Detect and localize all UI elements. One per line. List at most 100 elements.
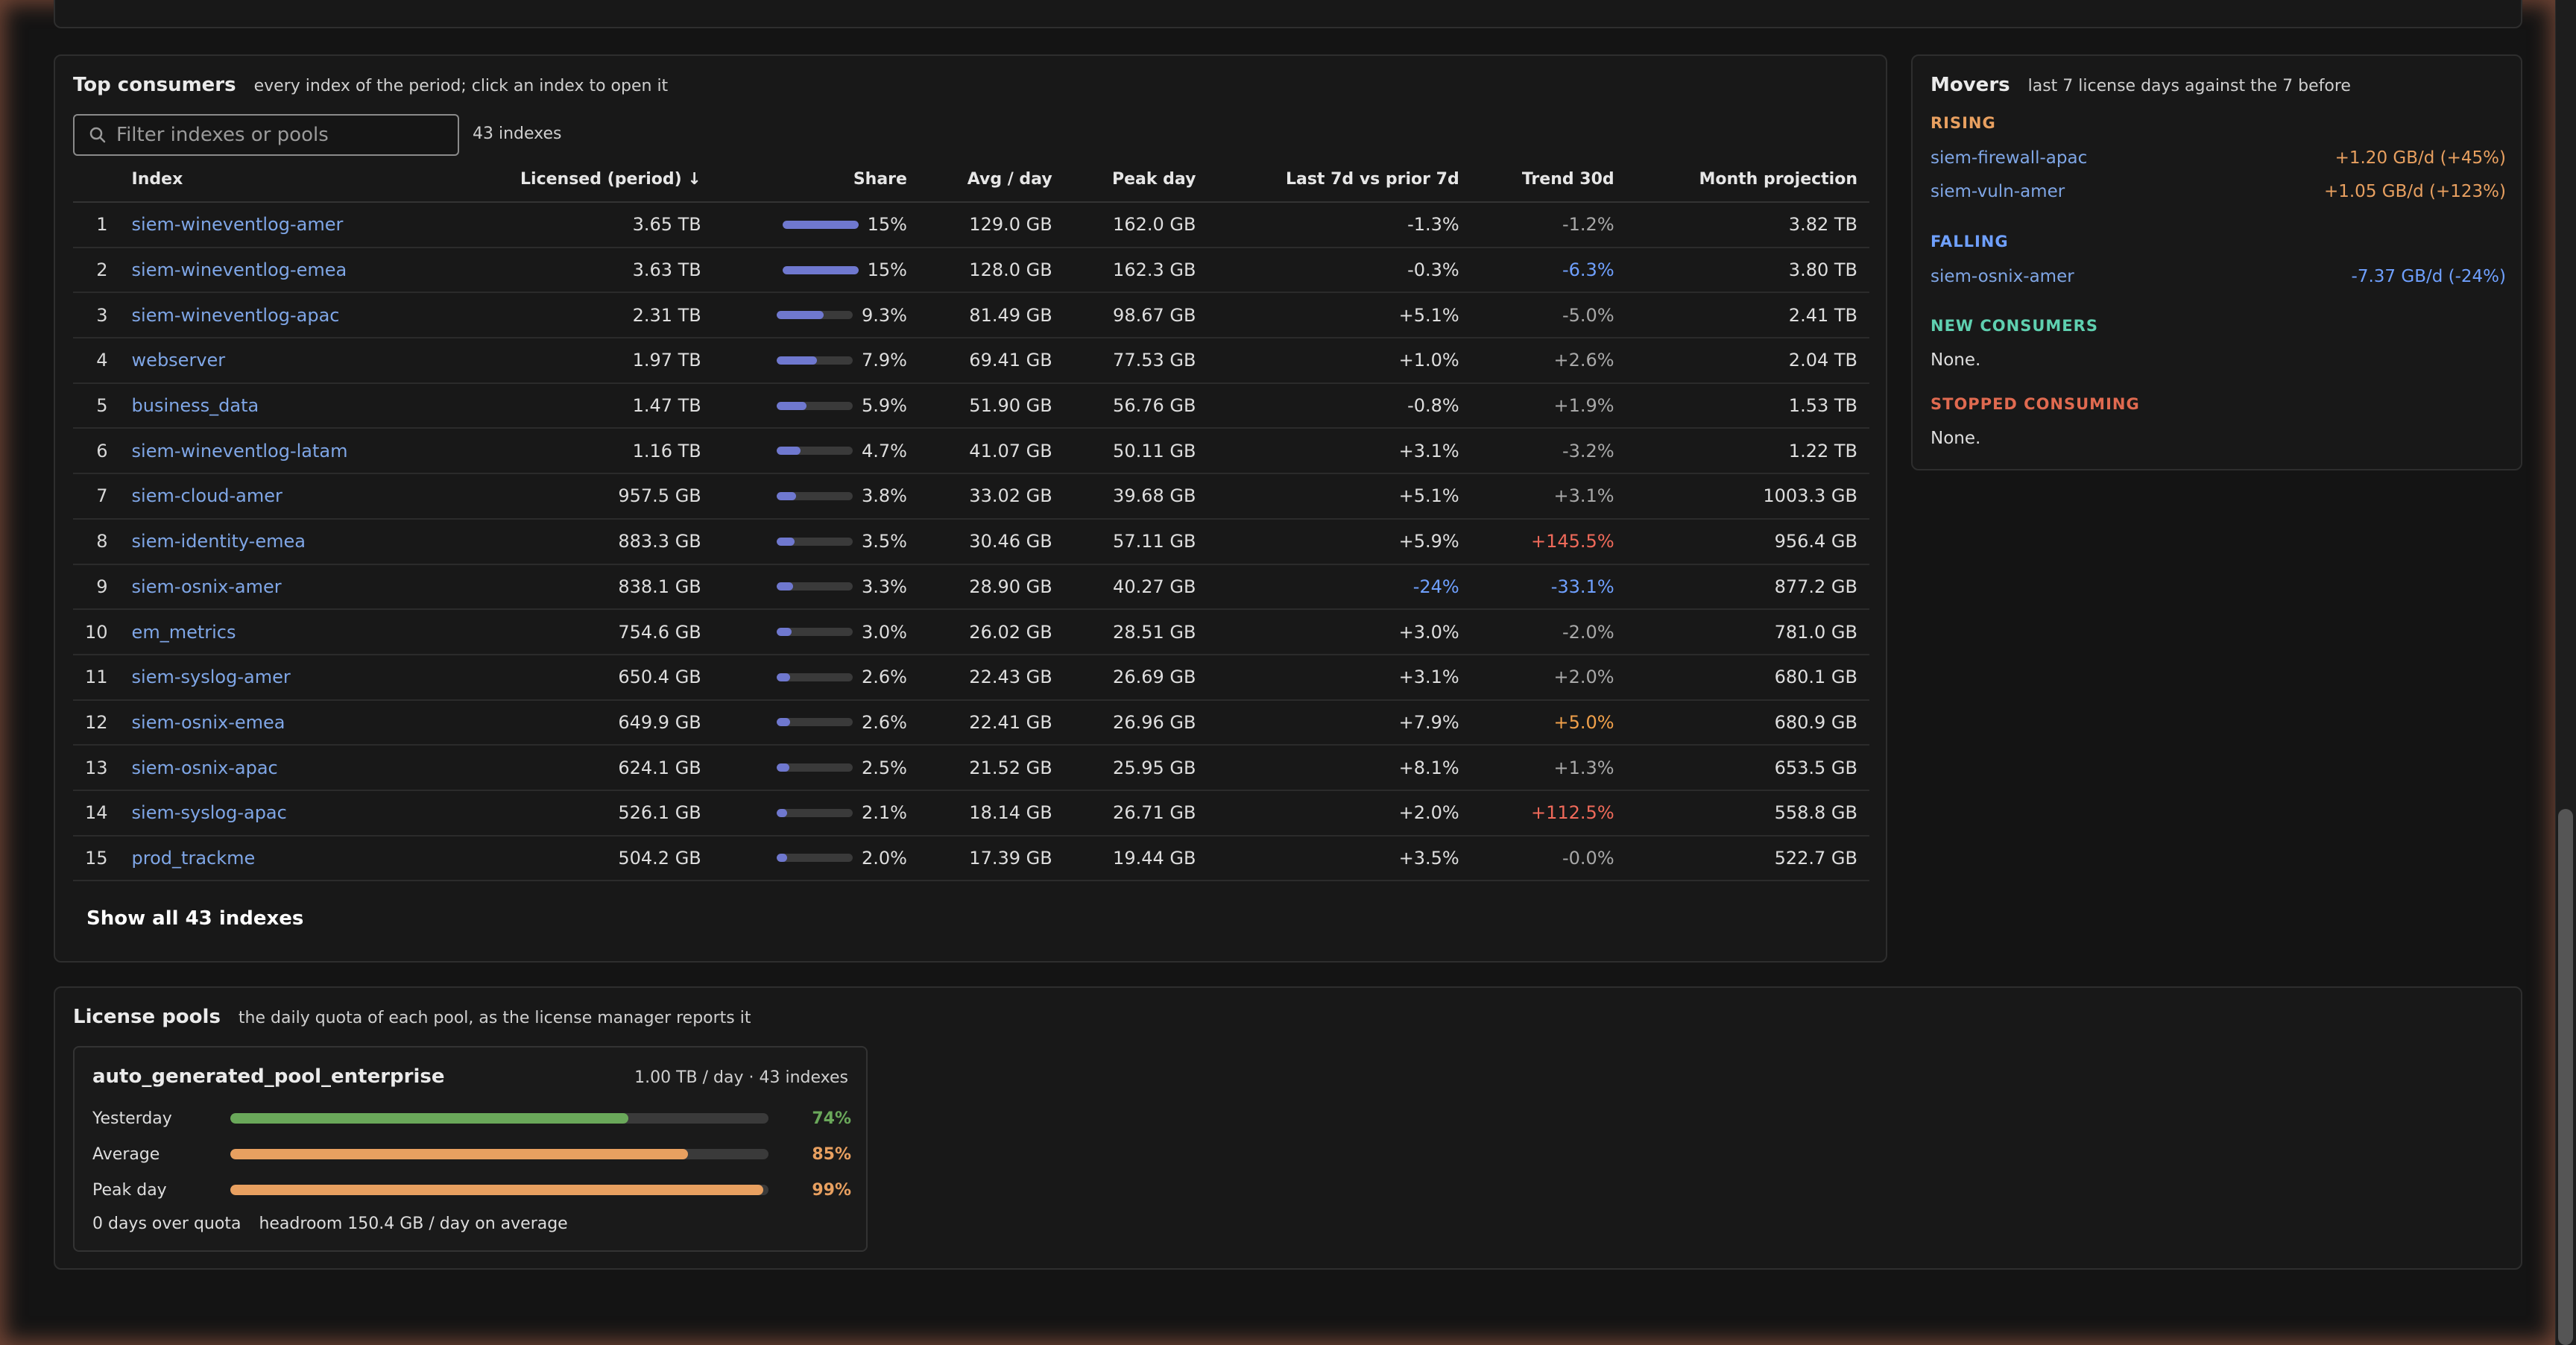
pool-footer: 0 days over quota headroom 150.4 GB / da… <box>92 1215 568 1233</box>
table-row[interactable]: 11 siem-syslog-amer 650.4 GB 2.6% 22.43 GB 26… <box>73 654 1869 701</box>
index-link[interactable]: siem-wineventlog-latam <box>131 440 348 462</box>
trend30-cell: +2.6% <box>1471 338 1626 384</box>
index-link[interactable]: siem-wineventlog-apac <box>131 304 340 326</box>
table-row[interactable]: 15 prod_trackme 504.2 GB 2.0% 17.39 GB 19.44 … <box>73 835 1869 882</box>
peak-day-cell: 25.95 GB <box>1064 745 1208 791</box>
mover-index-link[interactable]: siem-vuln-amer <box>1931 182 2065 201</box>
license-pools-subtitle: the daily quota of each pool, as the lic… <box>238 1009 751 1027</box>
share-cell: 3.8% <box>713 473 919 520</box>
last7-cell: +1.0% <box>1208 338 1471 384</box>
days-over-quota: 0 days over quota <box>92 1215 242 1233</box>
share-value: 15% <box>867 259 907 281</box>
col-month-projection[interactable]: Month projection <box>1626 157 1869 203</box>
licensed-cell: 650.4 GB <box>440 654 713 701</box>
last7-cell: +8.1% <box>1208 745 1471 791</box>
share-cell: 9.3% <box>713 292 919 339</box>
trend30-cell: -1.2% <box>1471 202 1626 248</box>
share-bar-fill <box>776 401 807 410</box>
share-value: 9.3% <box>861 304 907 326</box>
col-rank <box>73 157 120 203</box>
index-link[interactable]: webserver <box>131 350 226 371</box>
index-count: 43 indexes <box>473 125 562 143</box>
index-cell: siem-osnix-apac <box>119 745 441 791</box>
table-row[interactable]: 9 siem-osnix-amer 838.1 GB 3.3% 28.90 GB 40.2… <box>73 564 1869 611</box>
index-link[interactable]: siem-wineventlog-amer <box>131 214 344 236</box>
pool-quota-meta: 1.00 TB / day · 43 indexes <box>634 1068 848 1087</box>
peak-day-cell: 162.3 GB <box>1064 247 1208 294</box>
table-row[interactable]: 12 siem-osnix-emea 649.9 GB 2.6% 22.41 GB 26.… <box>73 699 1869 746</box>
trend30-cell: +112.5% <box>1471 790 1626 837</box>
month-projection-cell: 2.04 TB <box>1626 338 1869 384</box>
table-row[interactable]: 2 siem-wineventlog-emea 3.63 TB 15% 128.0 GB… <box>73 247 1869 294</box>
mover-index-link[interactable]: siem-osnix-amer <box>1931 267 2074 286</box>
index-cell: siem-osnix-amer <box>119 564 441 611</box>
rank-cell: 10 <box>73 609 120 655</box>
month-projection-cell: 653.5 GB <box>1626 745 1869 791</box>
col-licensed[interactable]: Licensed (period) ↓ <box>440 157 713 203</box>
index-link[interactable]: siem-syslog-apac <box>131 802 287 824</box>
index-link[interactable]: siem-cloud-amer <box>131 485 282 507</box>
pool-usage-bar <box>230 1149 768 1159</box>
table-row[interactable]: 3 siem-wineventlog-apac 2.31 TB 9.3% 81.49 G… <box>73 292 1869 339</box>
index-cell: siem-osnix-emea <box>119 699 441 746</box>
rank-cell: 1 <box>73 202 120 248</box>
rank-cell: 5 <box>73 382 120 429</box>
share-value: 2.6% <box>861 711 907 733</box>
pool-card[interactable]: auto_generated_pool_enterprise 1.00 TB /… <box>73 1046 868 1252</box>
index-link[interactable]: siem-osnix-emea <box>131 711 285 733</box>
mover-index-link[interactable]: siem-firewall-apac <box>1931 148 2088 168</box>
trend30-cell: -33.1% <box>1471 564 1626 611</box>
last7-cell: -0.8% <box>1208 382 1471 429</box>
index-link[interactable]: em_metrics <box>131 621 236 643</box>
share-bar-fill <box>776 672 790 681</box>
index-link[interactable]: siem-syslog-amer <box>131 667 291 688</box>
index-link[interactable]: siem-osnix-amer <box>131 576 282 597</box>
share-cell: 2.5% <box>713 745 919 791</box>
table-row[interactable]: 1 siem-wineventlog-amer 3.65 TB 15% 129.0 GB… <box>73 202 1869 248</box>
top-consumers-header: Top consumers every index of the period;… <box>73 74 668 96</box>
index-link[interactable]: siem-wineventlog-emea <box>131 259 347 281</box>
filter-input[interactable] <box>116 124 444 146</box>
index-link[interactable]: siem-identity-emea <box>131 531 306 552</box>
col-peak-day[interactable]: Peak day <box>1064 157 1208 203</box>
share-cell: 15% <box>713 247 919 294</box>
table-row[interactable]: 6 siem-wineventlog-latam 1.16 TB 4.7% 41.07 … <box>73 428 1869 475</box>
table-row[interactable]: 5 business_data 1.47 TB 5.9% 51.90 GB 56.76 G… <box>73 382 1869 429</box>
filter-field[interactable] <box>73 114 459 156</box>
table-row[interactable]: 13 siem-osnix-apac 624.1 GB 2.5% 21.52 GB 25.… <box>73 745 1869 791</box>
index-link[interactable]: business_data <box>131 395 259 417</box>
share-bar <box>776 401 853 410</box>
consumers-table: Index Licensed (period) ↓ Share Avg / da… <box>73 157 1869 882</box>
last7-cell: -0.3% <box>1208 247 1471 294</box>
share-bar-fill <box>776 491 796 500</box>
month-projection-cell: 1003.3 GB <box>1626 473 1869 520</box>
table-row[interactable]: 10 em_metrics 754.6 GB 3.0% 26.02 GB 28.51 GB… <box>73 609 1869 655</box>
col-last7[interactable]: Last 7d vs prior 7d <box>1208 157 1471 203</box>
col-index[interactable]: Index <box>119 157 441 203</box>
last7-cell: +3.1% <box>1208 428 1471 475</box>
table-row[interactable]: 14 siem-syslog-apac 526.1 GB 2.1% 18.14 GB 26… <box>73 790 1869 837</box>
col-avg-day[interactable]: Avg / day <box>918 157 1064 203</box>
table-row[interactable]: 4 webserver 1.97 TB 7.9% 69.41 GB 77.53 GB +1.… <box>73 338 1869 384</box>
col-share[interactable]: Share <box>713 157 919 203</box>
pool-usage-row: Yesterday 74% <box>92 1107 851 1130</box>
scrollbar-thumb[interactable] <box>2558 809 2573 1345</box>
pool-usage-bar <box>230 1185 768 1195</box>
new-consumers-heading: NEW CONSUMERS <box>1931 317 2098 335</box>
index-cell: siem-cloud-amer <box>119 473 441 520</box>
share-bar-fill <box>776 311 824 320</box>
peak-day-cell: 162.0 GB <box>1064 202 1208 248</box>
share-bar <box>776 854 853 863</box>
rank-cell: 9 <box>73 564 120 611</box>
rising-heading: RISING <box>1931 114 1996 132</box>
col-trend30[interactable]: Trend 30d <box>1471 157 1626 203</box>
show-all-button[interactable]: Show all 43 indexes <box>86 907 304 930</box>
index-link[interactable]: siem-osnix-apac <box>131 757 278 778</box>
pool-usage-pct: 85% <box>812 1144 851 1164</box>
index-link[interactable]: prod_trackme <box>131 847 256 869</box>
share-cell: 5.9% <box>713 382 919 429</box>
new-consumers-value: None. <box>1931 350 1981 370</box>
table-row[interactable]: 8 siem-identity-emea 883.3 GB 3.5% 30.46 GB 5… <box>73 518 1869 565</box>
table-row[interactable]: 7 siem-cloud-amer 957.5 GB 3.8% 33.02 GB 39.6… <box>73 473 1869 520</box>
peak-day-cell: 39.68 GB <box>1064 473 1208 520</box>
